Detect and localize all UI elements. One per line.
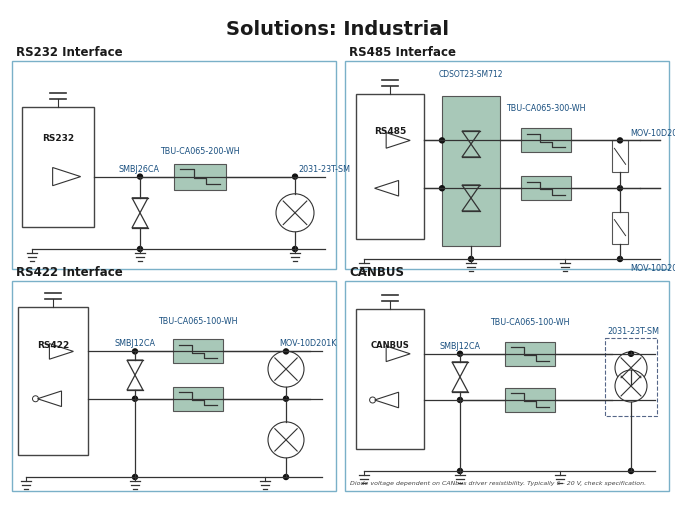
Text: SMBJ12CA: SMBJ12CA	[439, 341, 481, 350]
Bar	[174, 164, 226, 190]
Circle shape	[615, 352, 647, 384]
Circle shape	[618, 186, 622, 191]
Bar	[22, 108, 94, 228]
Circle shape	[439, 139, 445, 143]
Circle shape	[439, 186, 445, 191]
Bar	[356, 95, 424, 239]
Bar	[18, 308, 88, 455]
Bar	[505, 342, 555, 366]
Circle shape	[132, 475, 138, 480]
Text: SMBJ12CA: SMBJ12CA	[115, 339, 155, 348]
Text: RS422: RS422	[37, 340, 69, 349]
Circle shape	[458, 469, 462, 474]
Text: RS422 Interface: RS422 Interface	[16, 266, 123, 278]
Circle shape	[138, 175, 142, 180]
Bar	[442, 97, 500, 246]
Bar	[612, 141, 628, 173]
Bar	[605, 338, 657, 416]
Text: RS232 Interface: RS232 Interface	[16, 46, 123, 59]
Circle shape	[292, 175, 298, 180]
Circle shape	[138, 247, 142, 252]
Text: CANBUS: CANBUS	[349, 266, 404, 278]
Text: SMBJ26CA: SMBJ26CA	[119, 164, 159, 173]
Text: TBU-CA065-100-WH: TBU-CA065-100-WH	[490, 317, 570, 326]
Circle shape	[284, 475, 288, 480]
Text: RS485 Interface: RS485 Interface	[349, 46, 456, 59]
Bar	[612, 212, 628, 244]
Bar	[505, 388, 555, 412]
Text: MOV-10D201K: MOV-10D201K	[279, 339, 337, 348]
Circle shape	[618, 257, 622, 262]
Circle shape	[268, 351, 304, 387]
Circle shape	[284, 396, 288, 401]
Text: TBU-CA065-200-WH: TBU-CA065-200-WH	[160, 146, 240, 156]
Circle shape	[276, 194, 314, 232]
Bar	[521, 177, 571, 201]
Text: TBU-CA065-100-WH: TBU-CA065-100-WH	[158, 317, 238, 326]
Text: CDSOT23-SM712: CDSOT23-SM712	[439, 70, 504, 79]
Text: CANBUS: CANBUS	[371, 340, 409, 349]
Circle shape	[292, 247, 298, 252]
Bar	[12, 281, 336, 491]
Circle shape	[268, 422, 304, 458]
Text: Solutions: Industrial: Solutions: Industrial	[225, 20, 448, 39]
Bar	[173, 387, 223, 411]
Text: Diode voltage dependent on CANbus driver resistibility. Typically 6 - 20 V, chec: Diode voltage dependent on CANbus driver…	[350, 480, 646, 485]
Text: RS232: RS232	[42, 134, 74, 143]
Circle shape	[458, 351, 462, 357]
Text: MOV-10D201K: MOV-10D201K	[630, 264, 675, 273]
Bar	[173, 340, 223, 364]
Circle shape	[458, 398, 462, 402]
Bar	[521, 129, 571, 153]
Bar	[345, 281, 669, 491]
Bar	[12, 62, 336, 270]
Text: MOV-10D201K: MOV-10D201K	[630, 129, 675, 138]
Circle shape	[618, 139, 622, 143]
Bar	[356, 310, 424, 449]
Bar	[345, 62, 669, 270]
Text: 2031-23T-SM: 2031-23T-SM	[607, 326, 659, 335]
Circle shape	[628, 469, 634, 474]
Circle shape	[284, 349, 288, 354]
Circle shape	[615, 370, 647, 402]
Text: RS485: RS485	[374, 127, 406, 136]
Circle shape	[628, 351, 634, 357]
Circle shape	[132, 349, 138, 354]
Text: 2031-23T-SM: 2031-23T-SM	[298, 164, 350, 173]
Circle shape	[132, 396, 138, 401]
Text: TBU-CA065-300-WH: TBU-CA065-300-WH	[506, 104, 586, 113]
Circle shape	[468, 257, 473, 262]
